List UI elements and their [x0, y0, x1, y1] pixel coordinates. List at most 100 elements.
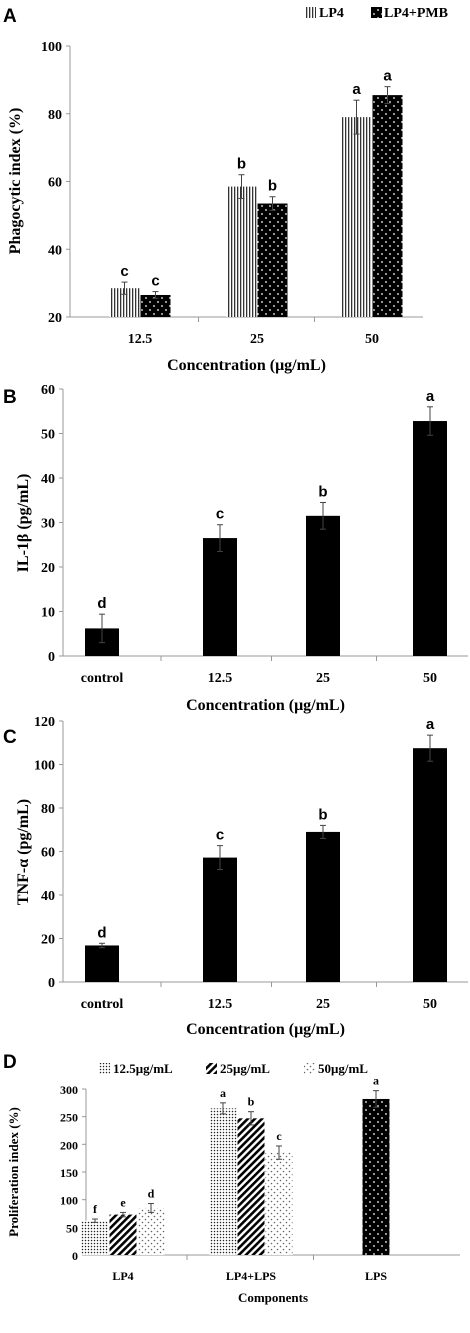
y-tick-label: 100	[34, 759, 55, 774]
significance-label: c	[151, 273, 159, 290]
legend-label: 12.5μg/mL	[113, 1061, 173, 1076]
significance-label: a	[383, 68, 392, 85]
y-tick-label: 80	[41, 802, 55, 817]
significance-label: c	[120, 263, 128, 280]
bar	[257, 203, 288, 317]
legend-label: LP4	[319, 6, 344, 21]
legend-swatch	[371, 7, 382, 18]
x-tick-label: 12.5	[128, 332, 153, 347]
y-tick-label: 10	[41, 606, 55, 621]
y-axis-title: Phagocytic index (%)	[7, 108, 24, 255]
significance-label: c	[216, 827, 224, 844]
y-tick-label: 40	[41, 472, 55, 487]
legend-swatch	[99, 1063, 110, 1074]
significance-label: b	[318, 483, 327, 500]
bar	[109, 1214, 137, 1255]
bar	[372, 95, 403, 318]
significance-label: a	[426, 716, 435, 733]
x-tick-label: 25	[316, 997, 330, 1012]
legend-swatch	[206, 1063, 217, 1074]
legend-label: 25μg/mL	[220, 1061, 270, 1076]
x-axis-title: Components	[238, 1290, 308, 1305]
bar	[306, 515, 340, 656]
significance-label: c	[216, 506, 224, 523]
y-tick-label: 100	[60, 1194, 78, 1208]
y-tick-label: 0	[48, 976, 55, 991]
legend-label: LP4+PMB	[384, 6, 448, 21]
significance-label: d	[97, 595, 106, 612]
significance-label: d	[97, 924, 106, 941]
y-tick-label: 60	[41, 846, 55, 861]
panel-letter: B	[3, 387, 17, 408]
y-tick-label: 60	[48, 176, 62, 191]
x-axis-title: Concentration (μg/mL)	[186, 1021, 345, 1038]
y-axis-title: TNF-α (pg/mL)	[15, 799, 32, 905]
significance-label: e	[120, 1195, 126, 1209]
significance-label: a	[426, 388, 435, 405]
x-tick-label: control	[81, 671, 124, 686]
x-axis-title: Concentration (μg/mL)	[186, 697, 345, 714]
bar	[203, 857, 237, 982]
x-tick-label: LP4+LPS	[226, 1269, 277, 1283]
bar	[226, 186, 257, 317]
significance-label: a	[373, 1074, 379, 1088]
significance-label: c	[276, 1129, 282, 1143]
y-tick-label: 250	[60, 1111, 78, 1125]
y-tick-label: 300	[60, 1083, 78, 1097]
bar	[85, 945, 119, 982]
bar	[362, 1098, 390, 1255]
legend-label: 50μg/mL	[318, 1061, 368, 1076]
bar	[140, 294, 171, 317]
y-tick-label: 80	[48, 108, 62, 123]
x-tick-label: LPS	[365, 1269, 387, 1283]
y-tick-label: 20	[41, 933, 55, 948]
bar	[265, 1152, 293, 1255]
x-tick-label: 50	[423, 671, 437, 686]
x-axis-title: Concentration (μg/mL)	[167, 357, 326, 374]
y-tick-label: 40	[48, 243, 62, 258]
y-tick-label: 0	[72, 1249, 78, 1263]
significance-label: b	[318, 806, 327, 823]
y-tick-label: 40	[41, 889, 55, 904]
bar	[137, 1207, 165, 1255]
significance-label: a	[352, 81, 361, 98]
bar	[306, 831, 340, 982]
significance-label: f	[93, 1202, 98, 1216]
y-tick-label: 100	[41, 40, 62, 55]
x-tick-label: 50	[365, 332, 379, 347]
significance-label: b	[248, 1095, 255, 1109]
y-axis-title: IL-1β (pg/mL)	[15, 474, 32, 573]
y-tick-label: 200	[60, 1138, 78, 1152]
significance-label: b	[237, 156, 246, 173]
x-tick-label: 12.5	[208, 997, 233, 1012]
x-tick-label: 25	[250, 332, 264, 347]
y-tick-label: 60	[41, 383, 55, 398]
bar	[203, 538, 237, 656]
y-tick-label: 120	[34, 715, 55, 730]
x-tick-label: 50	[423, 997, 437, 1012]
y-tick-label: 50	[66, 1221, 78, 1235]
bar	[237, 1118, 265, 1255]
bar	[341, 117, 372, 317]
y-tick-label: 20	[48, 311, 62, 326]
significance-label: b	[268, 178, 277, 195]
panel-letter: A	[3, 6, 17, 27]
y-tick-label: 50	[41, 428, 55, 443]
bar	[413, 421, 447, 656]
y-tick-label: 20	[41, 561, 55, 576]
y-tick-label: 30	[41, 517, 55, 532]
bar	[209, 1108, 237, 1255]
significance-label: a	[220, 1086, 226, 1100]
y-axis-title: Proliferation index (%)	[6, 1107, 21, 1237]
panel-letter: C	[3, 727, 17, 748]
y-tick-label: 0	[48, 650, 55, 665]
panel-letter: D	[3, 1052, 17, 1073]
bar	[413, 748, 447, 982]
legend-swatch	[304, 1063, 315, 1074]
y-tick-label: 150	[60, 1166, 78, 1180]
x-tick-label: control	[81, 997, 124, 1012]
x-tick-label: 12.5	[208, 671, 233, 686]
x-tick-label: 25	[316, 671, 330, 686]
x-tick-label: LP4	[112, 1269, 133, 1283]
